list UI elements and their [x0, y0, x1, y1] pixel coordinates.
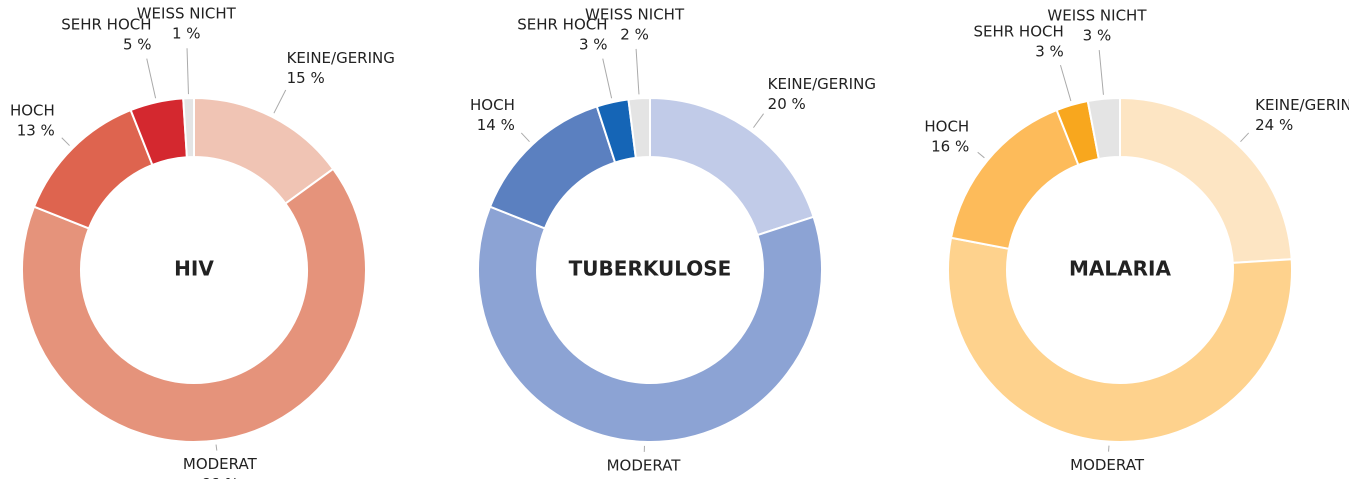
slice-label: MODERAT [1070, 456, 1145, 474]
center-title: MALARIA [1069, 257, 1171, 281]
slice-label: MODERAT [607, 456, 682, 474]
value-label: 1 % [172, 25, 201, 43]
value-label: 66 % [201, 475, 239, 479]
slice [947, 236, 1293, 444]
value-label: 2 % [620, 25, 649, 43]
slice [649, 96, 815, 237]
leader-line [1059, 64, 1072, 102]
value-label: 24 % [1255, 116, 1293, 134]
leader-line [520, 132, 530, 143]
slice-label: HOCH [470, 96, 515, 114]
leader-line [273, 89, 287, 114]
slice-label: KEINE/GERING [287, 49, 395, 67]
slice-label: SEHR HOCH [61, 16, 151, 34]
leader-line [977, 151, 985, 159]
value-label: 54 % [1088, 476, 1126, 479]
slice [1086, 96, 1121, 161]
slice-label: KEINE/GERING [768, 75, 876, 93]
leader-line [1098, 49, 1104, 95]
slice-label: WEISS NICHT [1047, 7, 1147, 25]
slice-label: SEHR HOCH [973, 23, 1063, 41]
value-label: 13 % [17, 121, 55, 139]
slice [949, 108, 1080, 250]
leader-line [186, 48, 189, 95]
leader-line [602, 58, 613, 99]
slice [21, 167, 367, 443]
slice-label: HOCH [10, 101, 55, 119]
value-label: 5 % [123, 36, 152, 54]
slice [627, 96, 651, 160]
leader-line [635, 48, 640, 95]
value-label: 3 % [1035, 43, 1064, 61]
leader-line [146, 58, 157, 99]
leader-line [753, 113, 764, 128]
center-title: HIV [174, 257, 214, 281]
slice-label: HOCH [924, 117, 969, 135]
value-label: 14 % [477, 116, 515, 134]
value-label: 15 % [287, 69, 325, 87]
slice-label: KEINE/GERING [1255, 96, 1349, 114]
leader-line [215, 444, 218, 451]
value-label: 3 % [1083, 27, 1112, 45]
value-label: 20 % [768, 95, 806, 113]
slice-label: MODERAT [183, 455, 258, 473]
value-label: 61 % [624, 476, 662, 479]
slice-label: WEISS NICHT [137, 5, 237, 23]
slice-label: SEHR HOCH [517, 16, 607, 34]
slice-label: WEISS NICHT [585, 5, 685, 23]
center-title: TUBERKULOSE [569, 257, 732, 281]
slice [477, 205, 823, 443]
leader-line [1240, 132, 1250, 143]
slice [182, 96, 195, 159]
value-label: 16 % [931, 137, 969, 155]
leader-line [61, 137, 70, 146]
value-label: 3 % [579, 36, 608, 54]
